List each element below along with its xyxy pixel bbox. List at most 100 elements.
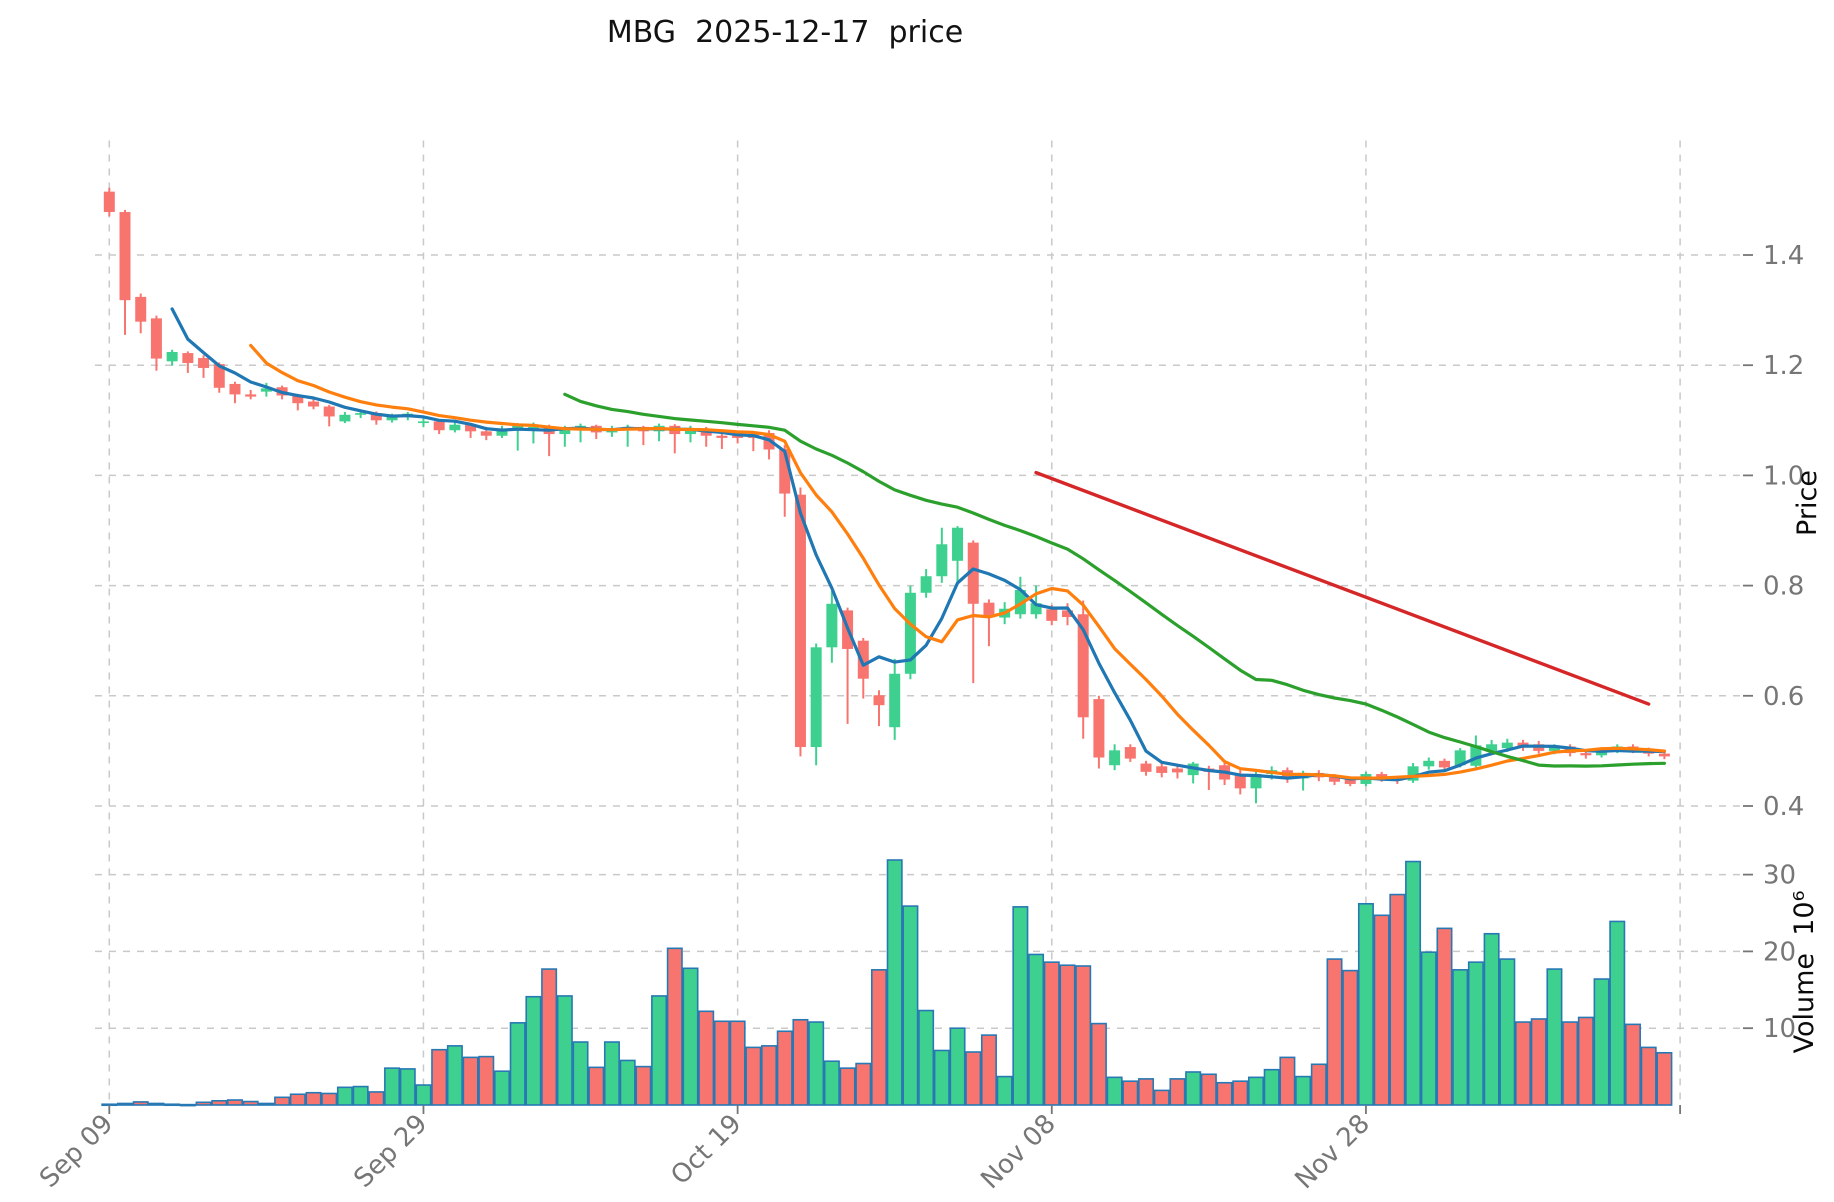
candle-body — [684, 428, 696, 435]
candle-body — [339, 414, 351, 422]
candle-body — [182, 353, 194, 363]
volume-bar — [1609, 920, 1626, 1106]
volume-bar — [666, 947, 683, 1106]
volume-bar — [1216, 1081, 1233, 1106]
volume-bar — [808, 1021, 825, 1106]
volume-bar — [1467, 961, 1484, 1106]
volume-bar — [1263, 1068, 1280, 1106]
volume-bar — [713, 1020, 730, 1106]
volume-bar — [211, 1099, 228, 1106]
volume-bar — [886, 859, 903, 1106]
volume-bar — [1357, 902, 1374, 1106]
candle-body — [1407, 766, 1419, 781]
volume-bar — [980, 1034, 997, 1106]
candle-body — [1030, 603, 1042, 615]
candle-body — [150, 318, 162, 359]
volume-axis-label: Volume 10⁶ — [1789, 891, 1820, 1054]
candle-body — [1580, 753, 1592, 756]
candle-body — [1454, 750, 1466, 766]
volume-bar — [1405, 860, 1422, 1106]
candle-body — [1171, 768, 1183, 773]
volume-bar — [1483, 932, 1500, 1106]
candle-body — [1077, 614, 1089, 718]
volume-bar — [965, 1051, 982, 1106]
candle-body — [1470, 745, 1482, 766]
volume-bar — [384, 1067, 401, 1106]
date-tick-label: Sep 29 — [348, 1109, 433, 1194]
candle-body — [449, 424, 461, 431]
candle-body — [370, 413, 382, 421]
volume-bar — [761, 1045, 778, 1106]
candle-body — [1124, 747, 1136, 759]
candle-body — [1109, 750, 1121, 766]
price-axis-label: Price — [1792, 470, 1823, 536]
volume-bar — [682, 967, 699, 1106]
date-tick-label: Nov 28 — [1290, 1109, 1376, 1195]
volume-bar — [1515, 1021, 1532, 1106]
candle-body — [308, 401, 320, 407]
volume-bar — [321, 1092, 338, 1106]
candle-body — [1376, 774, 1388, 779]
candle-body — [1501, 742, 1513, 749]
date-tick-label: Nov 08 — [975, 1109, 1061, 1195]
candle-body — [983, 602, 995, 618]
volume-bar — [1185, 1071, 1202, 1106]
volume-bar — [1326, 958, 1343, 1106]
candle-body — [889, 673, 901, 728]
volume-bar — [1389, 893, 1406, 1106]
volume-bar — [651, 995, 668, 1106]
candle-body — [1423, 760, 1435, 767]
volume-bar — [572, 1041, 589, 1106]
ma-mid-line — [249, 343, 1667, 780]
candle-body — [1140, 763, 1152, 772]
volume-bar — [1452, 969, 1469, 1106]
volume-bar — [1247, 1076, 1264, 1106]
candle-body — [465, 424, 477, 432]
candle-body — [716, 435, 728, 438]
candle-body — [920, 576, 932, 593]
volume-bar — [336, 1086, 353, 1106]
volume-bar — [776, 1030, 793, 1106]
volume-bar — [1577, 1016, 1594, 1106]
volume-tick-label: 20 — [1763, 937, 1796, 967]
volume-bar — [164, 1103, 181, 1107]
volume-bar — [603, 1041, 620, 1106]
candle-body — [1344, 779, 1356, 784]
candle-body — [967, 542, 979, 604]
volume-bar — [1138, 1078, 1155, 1106]
candle-body — [323, 406, 335, 417]
volume-bar — [1106, 1076, 1123, 1106]
candle-body — [873, 695, 885, 706]
price-tick-label: 0.6 — [1763, 682, 1804, 712]
candle-body — [433, 421, 445, 431]
candle-body — [952, 527, 964, 561]
candle-body — [1093, 699, 1105, 758]
candle-body — [292, 395, 304, 404]
volume-bar — [352, 1085, 369, 1106]
candle-body — [166, 351, 178, 362]
volume-bar — [1562, 1021, 1579, 1106]
candle-body — [512, 425, 524, 429]
candle-body — [1046, 609, 1058, 621]
volume-bar — [289, 1093, 306, 1106]
volume-bar — [1310, 1063, 1327, 1106]
volume-bar — [1420, 951, 1437, 1106]
candle-body — [229, 383, 241, 395]
candle-body — [810, 647, 822, 748]
volume-bar — [729, 1020, 746, 1106]
volume-tick-label: 30 — [1763, 861, 1796, 891]
volume-bar — [918, 1009, 935, 1106]
volume-bar — [274, 1096, 291, 1106]
resistance-trendline — [1034, 470, 1651, 706]
date-tick-label: Sep 09 — [34, 1109, 119, 1194]
moving-average-lines — [170, 307, 1667, 782]
volume-bar — [258, 1102, 275, 1106]
volume-bar — [148, 1102, 165, 1106]
candle-body — [1548, 746, 1560, 751]
ma-short-line — [170, 307, 1667, 782]
volume-bar — [493, 1070, 510, 1106]
candle-body — [260, 388, 272, 392]
candle-body — [1486, 744, 1498, 751]
candle-body — [119, 212, 131, 301]
